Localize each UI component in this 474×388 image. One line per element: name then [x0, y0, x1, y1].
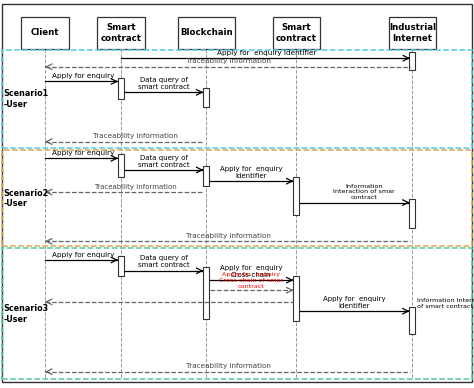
Bar — [410, 199, 415, 228]
Bar — [118, 256, 124, 276]
Text: Apply for enquiry: Apply for enquiry — [52, 150, 114, 156]
Text: Traceability information: Traceability information — [186, 364, 271, 369]
Text: Traceability information: Traceability information — [94, 184, 176, 190]
Text: Traceability information: Traceability information — [186, 59, 271, 64]
Bar — [2, 50, 472, 148]
Text: Data query of
smart contract: Data query of smart contract — [138, 77, 189, 90]
Bar — [293, 177, 300, 215]
Text: Scenario2
-User: Scenario2 -User — [4, 189, 49, 208]
Text: Apply for enquiry: Apply for enquiry — [52, 73, 114, 79]
Bar — [118, 78, 124, 99]
Text: Client: Client — [31, 28, 59, 38]
Text: Apply for  enquiry
Identifier: Apply for enquiry Identifier — [220, 166, 283, 179]
Text: Traceability information: Traceability information — [92, 133, 178, 139]
Text: Scenario3
-User: Scenario3 -User — [4, 304, 49, 324]
Text: Apply for  enquiry
Cross-chain: Apply for enquiry Cross-chain — [220, 265, 283, 278]
Text: Apply for  enquiry Identifier: Apply for enquiry Identifier — [217, 50, 316, 56]
Bar — [203, 166, 210, 186]
Bar — [21, 17, 69, 48]
Text: Traceability information: Traceability information — [186, 233, 271, 239]
Bar — [178, 17, 235, 48]
Bar — [410, 52, 415, 70]
Text: Apply for  enquiry
Identifier: Apply for enquiry Identifier — [323, 296, 386, 309]
Text: Data query of
smart contract: Data query of smart contract — [138, 255, 189, 268]
Bar — [203, 88, 210, 107]
Text: Data query of
smart contract: Data query of smart contract — [138, 154, 189, 168]
Bar — [97, 17, 145, 48]
Bar — [118, 154, 124, 177]
Text: Apply for  enquiry
Cross-chain of smar
contract: Apply for enquiry Cross-chain of smar co… — [219, 272, 283, 289]
Bar — [2, 248, 472, 379]
Bar — [410, 307, 415, 334]
Text: Apply for enquiry: Apply for enquiry — [52, 252, 114, 258]
Text: Information
Interaction of smar
contract: Information Interaction of smar contract — [333, 184, 395, 200]
Bar — [293, 276, 300, 321]
Text: Blockchain: Blockchain — [180, 28, 233, 38]
Bar — [389, 17, 436, 48]
Text: Scenario1
-User: Scenario1 -User — [4, 89, 49, 109]
Bar — [2, 150, 472, 246]
Text: Industrial
Internet: Industrial Internet — [389, 23, 436, 43]
Text: Smart
contract: Smart contract — [100, 23, 141, 43]
Text: Information Interaction
of smart contract: Information Interaction of smart contrac… — [417, 298, 474, 309]
Text: Smart
contract: Smart contract — [276, 23, 317, 43]
Bar — [203, 267, 210, 319]
Bar — [273, 17, 320, 48]
